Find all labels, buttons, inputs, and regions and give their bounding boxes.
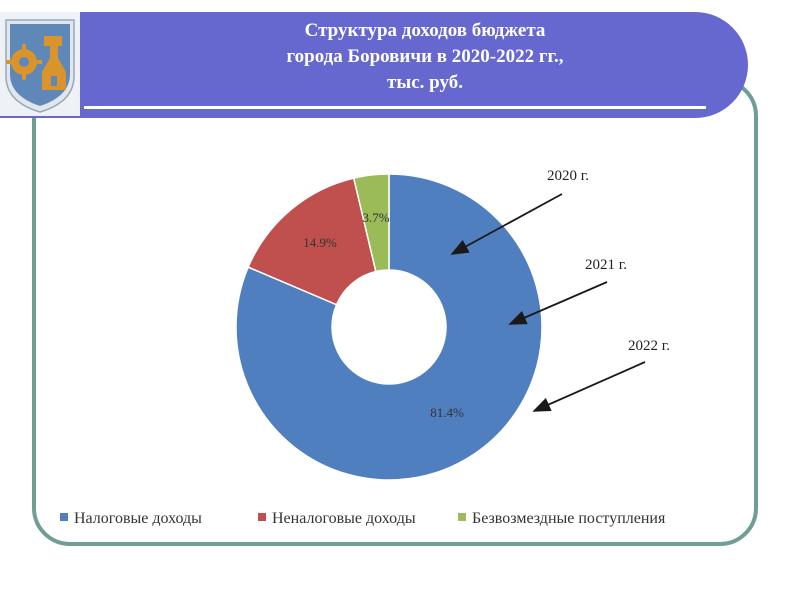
- legend-item-nontax: Неналоговые доходы: [258, 510, 416, 528]
- coat-of-arms: [0, 12, 80, 116]
- legend-item-grants: Безвозмездные поступления: [458, 510, 665, 528]
- slice-nontax: [247, 177, 377, 306]
- annotation-label-2020: 2020 г.: [547, 168, 589, 184]
- slice-grants: [352, 173, 390, 273]
- legend-swatch-tax: [60, 513, 68, 521]
- legend-swatch-grants: [458, 513, 466, 521]
- title-line-2: города Боровичи в 2020-2022 гг.,: [286, 46, 564, 67]
- legend-label-grants: Безвозмездные поступления: [472, 510, 666, 527]
- legend-label-tax: Налоговые доходы: [74, 510, 202, 527]
- title-banner: [0, 12, 748, 118]
- legend-swatch-nontax: [258, 513, 266, 521]
- data-label-grants: 3.7%: [362, 210, 389, 225]
- arrow-2020: [450, 193, 563, 255]
- title-line-3: тыс. руб.: [387, 72, 463, 93]
- data-label-nontax: 14.9%: [303, 235, 337, 250]
- legend-label-nontax: Неналоговые доходы: [272, 510, 416, 527]
- legend-item-tax: Налоговые доходы: [60, 510, 202, 528]
- chart-legend: Налоговые доходы Неналоговые доходы Безв…: [60, 510, 740, 534]
- data-label-tax: 81.4%: [430, 405, 464, 420]
- arrow-2021: [508, 281, 608, 325]
- arrow-2022: [532, 361, 646, 412]
- annotation-label-2022: 2022 г.: [628, 338, 670, 354]
- annotation-label-2021: 2021 г.: [585, 257, 627, 273]
- title-line-1: Структура доходов бюджета: [304, 20, 546, 41]
- city-coat-of-arms-icon: [5, 19, 75, 113]
- page-title: Структура доходов бюджета города Борович…: [230, 18, 620, 96]
- title-underline: [84, 106, 706, 109]
